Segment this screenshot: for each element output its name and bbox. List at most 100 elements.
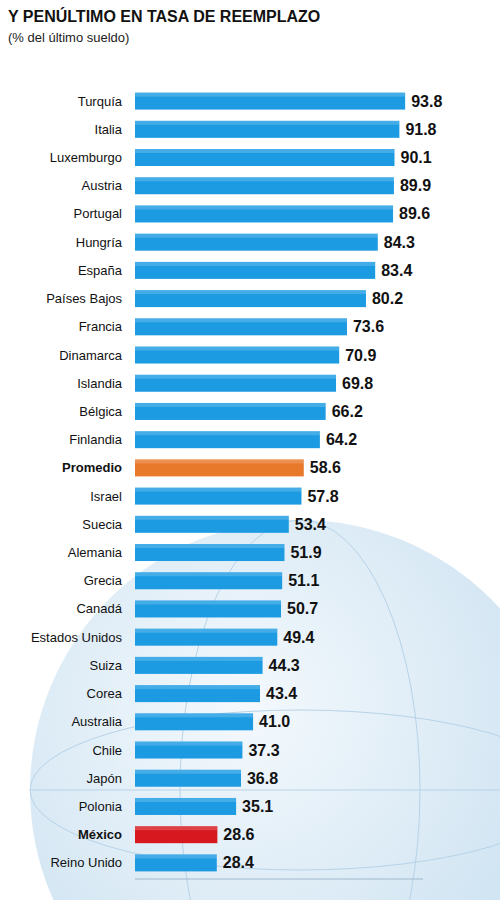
bar-highlight [135, 770, 241, 774]
category-label: Luxemburgo [50, 150, 122, 165]
data-label: 37.3 [248, 742, 279, 759]
bar-highlight [135, 600, 281, 604]
bar-highlight [135, 629, 277, 633]
bar [135, 798, 236, 815]
bar [135, 770, 241, 787]
data-label: 57.8 [307, 488, 338, 505]
category-label: Hungría [76, 235, 123, 250]
bar [135, 318, 347, 335]
bar [135, 572, 282, 589]
bar [135, 685, 260, 702]
bar [135, 854, 217, 871]
data-label: 28.4 [223, 854, 254, 871]
data-label: 66.2 [332, 403, 363, 420]
bars [135, 93, 405, 872]
category-label: Italia [95, 122, 123, 137]
data-label: 90.1 [400, 149, 431, 166]
category-label: Grecia [84, 573, 123, 588]
data-label: 36.8 [247, 770, 278, 787]
category-label: Israel [90, 489, 122, 504]
subtitle: (% del último sueldo) [8, 30, 129, 45]
bar-highlight [135, 149, 394, 153]
globe-line [30, 710, 500, 870]
bar [135, 403, 326, 420]
data-label: 35.1 [242, 798, 273, 815]
data-label: 80.2 [372, 290, 403, 307]
data-label: 89.9 [400, 177, 431, 194]
axis-line [135, 879, 423, 880]
bar [135, 629, 277, 646]
category-label: Suecia [82, 517, 123, 532]
bar-highlight [135, 459, 304, 463]
bar [135, 375, 336, 392]
category-label: Canadá [76, 601, 122, 616]
data-label: 73.6 [353, 318, 384, 335]
bar [135, 657, 263, 674]
bar-highlight [135, 318, 347, 322]
bar-highlight [135, 234, 378, 238]
bar [135, 713, 253, 730]
bar [135, 93, 405, 110]
data-label: 41.0 [259, 713, 290, 730]
category-label: Islandia [77, 376, 123, 391]
bar [135, 826, 217, 843]
chart: Y PENÚLTIMO EN TASA DE REEMPLAZO (% del ú… [0, 0, 500, 900]
data-label: 83.4 [381, 262, 412, 279]
data-label: 64.2 [326, 431, 357, 448]
data-label: 50.7 [287, 600, 318, 617]
category-label: Polonia [79, 799, 123, 814]
bar-highlight [135, 205, 393, 209]
bar [135, 177, 394, 194]
labels: Turquía93.8Italia91.8Luxemburgo90.1Austr… [31, 93, 442, 872]
data-label: 69.8 [342, 375, 373, 392]
category-label: Japón [87, 771, 122, 786]
data-label: 91.8 [405, 121, 436, 138]
bar-highlight [135, 375, 336, 379]
title: Y PENÚLTIMO EN TASA DE REEMPLAZO [8, 7, 320, 25]
data-label: 51.9 [290, 544, 321, 561]
bar [135, 262, 375, 279]
category-label: Reino Unido [50, 855, 122, 870]
bar [135, 431, 320, 448]
bar [135, 516, 289, 533]
category-label: Estados Unidos [31, 630, 123, 645]
category-label: Finlandia [69, 432, 123, 447]
bar [135, 290, 366, 307]
data-label: 44.3 [269, 657, 300, 674]
category-label: Corea [87, 686, 123, 701]
bar [135, 234, 378, 251]
bar-highlight [135, 488, 301, 492]
bar [135, 205, 393, 222]
bar [135, 459, 304, 476]
category-label: Portugal [74, 206, 123, 221]
bar-highlight [135, 177, 394, 181]
bar-highlight [135, 516, 289, 520]
bar-highlight [135, 854, 217, 858]
data-label: 43.4 [266, 685, 297, 702]
data-label: 53.4 [295, 516, 326, 533]
data-label: 89.6 [399, 205, 430, 222]
category-label: Bélgica [79, 404, 122, 419]
bar-highlight [135, 826, 217, 830]
data-label: 51.1 [288, 572, 319, 589]
category-label: España [78, 263, 123, 278]
bar-highlight [135, 572, 282, 576]
bar-highlight [135, 657, 263, 661]
bar [135, 544, 284, 561]
data-label: 49.4 [283, 629, 314, 646]
bar [135, 121, 399, 138]
bar-highlight [135, 685, 260, 689]
bar-highlight [135, 798, 236, 802]
category-label: Australia [71, 714, 122, 729]
page: {"chart_data": {"type": "bar", "orientat… [0, 0, 500, 900]
globe-lines [30, 520, 500, 900]
data-label: 93.8 [411, 93, 442, 110]
category-label: México [78, 827, 122, 842]
bar [135, 488, 301, 505]
bar-highlight [135, 290, 366, 294]
bar-highlight [135, 347, 339, 351]
category-label: Promedio [62, 460, 122, 475]
bar [135, 149, 394, 166]
bar-highlight [135, 431, 320, 435]
bar-highlight [135, 742, 242, 746]
